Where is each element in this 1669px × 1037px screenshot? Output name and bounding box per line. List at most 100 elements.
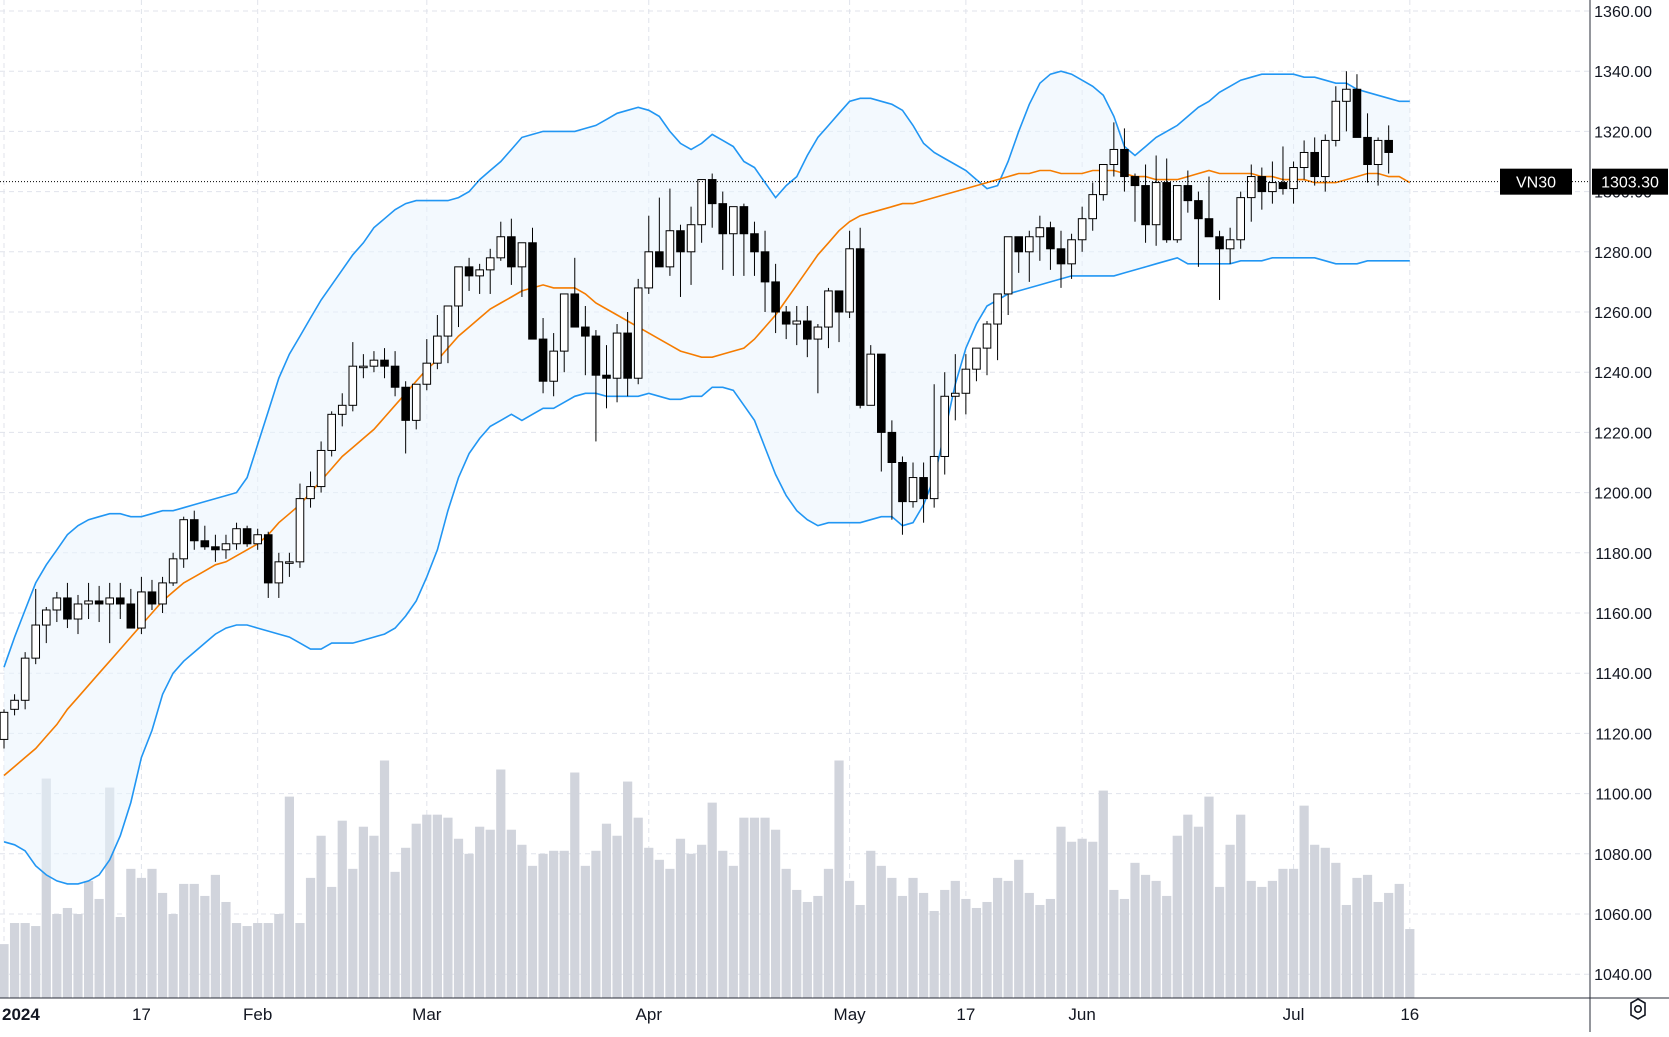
candle-down: [655, 251, 664, 268]
candle-up: [1003, 236, 1013, 295]
volume-bar: [1130, 862, 1140, 998]
candle-up: [411, 383, 421, 421]
volume-bar: [284, 796, 294, 998]
moving-average: [3, 169, 1411, 777]
settings-gear-icon[interactable]: [1625, 996, 1651, 1022]
x-tick-label: 16: [1400, 1005, 1419, 1024]
volume-bar: [739, 817, 749, 998]
candle-up: [475, 269, 484, 277]
volume-bar: [1236, 814, 1246, 998]
candle-up: [337, 404, 347, 415]
candle-up: [993, 293, 1002, 325]
volume-bar: [253, 923, 263, 998]
candle-down: [1310, 151, 1319, 178]
volume-bar: [1056, 826, 1066, 998]
candle-up: [454, 266, 463, 307]
candle-down: [1046, 227, 1055, 250]
volume-bar: [971, 907, 982, 998]
volume-bar: [961, 898, 971, 998]
volume-bar: [1151, 880, 1161, 998]
volume-bar: [697, 844, 707, 998]
last-price-box: [1592, 168, 1668, 195]
last-price-label: 1303.30: [1601, 175, 1659, 192]
candle-down: [707, 179, 717, 205]
volume-bar: [1045, 898, 1056, 998]
candle-up: [845, 248, 854, 313]
volume-bar: [1225, 844, 1235, 998]
volume-bar: [1193, 826, 1204, 998]
volume-bar: [1003, 880, 1013, 998]
volume-bar: [728, 865, 738, 998]
candle-up: [221, 543, 231, 551]
volume-bar: [549, 850, 559, 998]
volume-bar: [1373, 901, 1383, 998]
volume-bar: [992, 877, 1003, 998]
volume-bar: [601, 823, 612, 998]
volume-bar: [559, 850, 569, 998]
volume-bar: [675, 838, 686, 998]
symbol-label: VN30: [1516, 175, 1556, 192]
candle-down: [1120, 148, 1129, 178]
volume-bar: [866, 850, 876, 998]
volume-bar: [823, 868, 834, 998]
volume-bar: [1257, 886, 1267, 998]
volume-bar: [1278, 868, 1288, 998]
volume-bar: [538, 853, 548, 998]
candle-down: [507, 236, 516, 268]
candle-down: [1194, 200, 1203, 220]
volume-bar: [781, 868, 791, 998]
volume-bar: [760, 817, 770, 998]
volume-bar: [517, 844, 527, 998]
volume-bar: [157, 892, 168, 998]
candle-down: [538, 338, 548, 382]
candle-up: [1289, 167, 1298, 190]
volume-bar: [263, 923, 273, 998]
volume-bar: [496, 769, 506, 998]
volume-bar: [94, 898, 104, 998]
volume-bar: [1077, 838, 1087, 998]
volume-bar: [179, 883, 189, 998]
candle-up: [295, 498, 305, 563]
volume-bar: [200, 895, 210, 998]
candle-down: [1130, 176, 1140, 187]
x-tick-label: 17: [132, 1005, 151, 1024]
volume-bar: [950, 880, 960, 998]
volume-bar: [570, 772, 580, 998]
candle-down: [898, 462, 907, 503]
volume-bar: [707, 802, 717, 998]
candle-down: [94, 600, 104, 605]
volume-bar: [422, 814, 432, 998]
volume-bar: [1405, 929, 1415, 998]
volume-bar: [1098, 790, 1108, 998]
candle-up: [274, 561, 284, 584]
bollinger-bands: [3, 70, 1410, 885]
volume-bar: [189, 883, 199, 998]
candle-down: [1014, 236, 1024, 253]
candle-up: [137, 591, 146, 629]
candle-up: [369, 359, 379, 367]
candle-up: [306, 486, 315, 500]
candle-down: [676, 230, 685, 253]
volume-bar: [464, 853, 474, 998]
candle-up: [559, 293, 569, 352]
candle-down: [623, 332, 632, 379]
volume-bar: [1320, 847, 1330, 998]
candle-down: [147, 591, 157, 605]
candle-down: [1257, 176, 1267, 193]
candle-up: [665, 230, 675, 268]
volume-bar: [527, 865, 538, 998]
volume-bar: [475, 826, 485, 998]
volume-bar: [168, 914, 178, 998]
candle-up: [105, 597, 115, 605]
volume-bar: [443, 817, 453, 998]
symbol-label-box: [1500, 168, 1572, 195]
volume-bar: [221, 901, 231, 998]
candle-down: [401, 386, 410, 421]
candle-down: [887, 431, 897, 463]
x-tick-label: Apr: [636, 1005, 663, 1024]
x-tick-label: Jun: [1068, 1005, 1095, 1024]
candle-up: [1109, 148, 1119, 166]
candle-down: [464, 266, 474, 277]
volume-bar: [1066, 841, 1077, 998]
